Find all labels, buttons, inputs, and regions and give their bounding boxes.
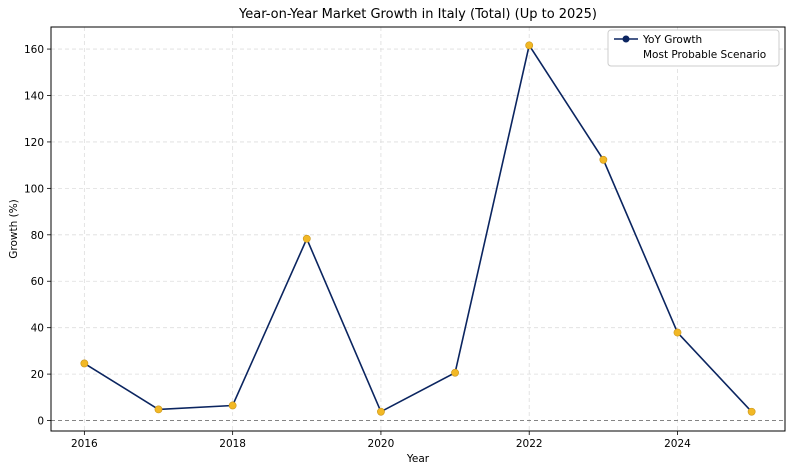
y-axis: 0 20 40 60 80 100 120 140 160 [24, 44, 51, 428]
chart-title: Year-on-Year Market Growth in Italy (Tot… [238, 7, 597, 22]
series-line-yoy-growth [83, 43, 753, 413]
data-point [747, 407, 756, 416]
data-points [80, 41, 756, 416]
data-point [451, 368, 459, 377]
y-tick-label: 100 [24, 183, 44, 195]
y-tick-label: 140 [24, 90, 44, 102]
data-point [154, 405, 163, 414]
data-point [525, 41, 534, 50]
x-axis: 2016 2018 2020 2022 2024 [71, 431, 691, 450]
plot-frame [50, 26, 786, 432]
y-tick-label: 80 [31, 230, 44, 242]
grid [51, 27, 785, 431]
y-tick-label: 0 [37, 416, 44, 428]
x-tick-label: 2018 [219, 438, 246, 450]
legend-item-yoy-growth: YoY Growth [642, 34, 702, 46]
y-tick-label: 40 [31, 323, 44, 335]
y-tick-label: 160 [24, 44, 44, 56]
data-point [599, 155, 608, 164]
y-tick-label: 20 [31, 369, 44, 381]
data-point [673, 328, 682, 337]
y-tick-label: 60 [31, 276, 44, 288]
data-point [80, 359, 89, 368]
x-tick-label: 2024 [664, 438, 691, 450]
x-tick-label: 2016 [71, 438, 98, 450]
data-point [302, 234, 311, 243]
legend-marker-icon [622, 35, 630, 43]
x-tick-label: 2020 [368, 438, 395, 450]
legend-box [607, 29, 780, 67]
y-axis-label: Growth (%) [8, 199, 20, 259]
legend: YoY Growth Most Probable Scenario [607, 29, 780, 67]
x-tick-label: 2022 [516, 438, 543, 450]
y-tick-label: 120 [24, 137, 44, 149]
x-axis-label: Year [406, 453, 430, 465]
data-point [228, 401, 237, 410]
legend-item-most-probable-scenario: Most Probable Scenario [643, 49, 766, 61]
data-point [377, 407, 385, 416]
